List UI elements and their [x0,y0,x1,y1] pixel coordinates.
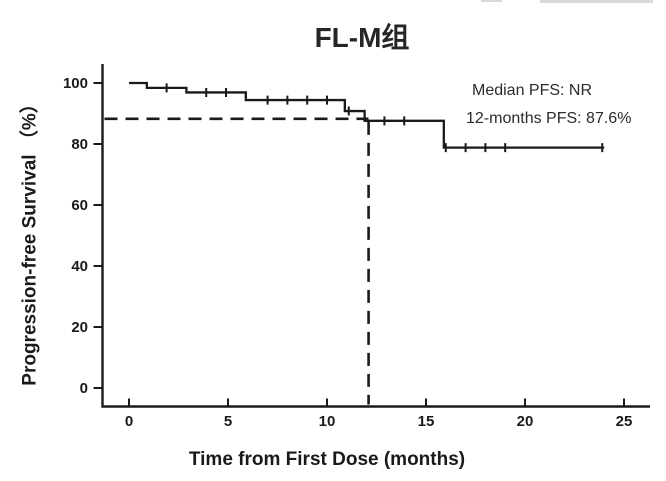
y-tick-label: 60 [71,197,88,214]
annotation-median-pfs: Median PFS: NR [472,82,593,99]
x-tick-label: 0 [124,413,134,430]
x-axis-title: Time from First Dose (months) [188,449,466,470]
y-tick-label: 80 [71,136,88,153]
y-tick-label: 0 [79,380,88,397]
censor-marks [165,83,604,153]
x-tick-label: 20 [516,413,534,430]
x-axis-ticks [128,398,625,406]
y-axis-ticks [93,82,104,389]
y-tick-label: 100 [62,75,88,92]
y-tick-label: 40 [71,258,88,275]
y-tick-label: 20 [71,319,88,336]
x-tick-label: 10 [318,413,336,430]
cropped-ui-artifact [481,0,502,2]
x-tick-label: 5 [223,413,233,430]
x-tick-label: 25 [615,413,633,430]
y-axis-title: Progression-free Survival （%） [19,94,41,386]
annotation-12month-pfs: 12-months PFS: 87.6% [466,110,632,127]
cropped-ui-artifact [540,0,653,3]
km-curve [129,81,605,149]
x-tick-label: 15 [417,413,435,430]
axis-lines [101,64,650,408]
chart-title: FL-M组 [314,22,410,53]
